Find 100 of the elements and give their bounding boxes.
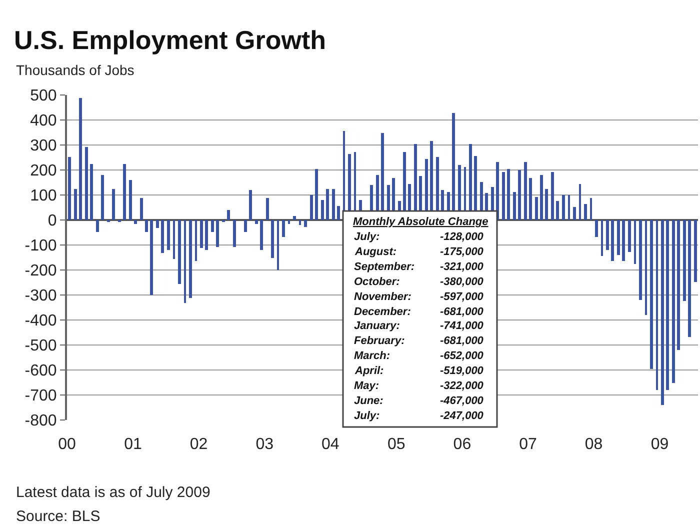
bar [233,220,236,247]
x-tick-label: 06 [453,436,472,453]
bar [216,220,219,247]
y-tick-label: 200 [30,162,57,180]
bar [85,147,88,220]
bar [277,220,279,270]
x-tick-label: 07 [519,436,537,453]
bar [601,220,603,256]
bar [150,220,153,295]
bar [227,210,230,220]
y-tick-label: 100 [30,188,57,205]
bar [271,220,274,258]
bar [672,220,675,383]
text: January: -741,000 [354,320,484,332]
bar [167,220,170,250]
bar [129,180,132,220]
bar [79,98,82,220]
bar [507,169,510,220]
bar [249,190,252,220]
bar [96,220,99,232]
bar [556,201,559,220]
bar [650,220,653,369]
y-tick-label: -600 [24,362,57,380]
x-tick-label: 01 [124,436,142,453]
text: October: -380,000 [354,276,484,288]
bar [173,220,175,259]
bar [211,220,214,232]
bar [562,195,565,220]
annotation: Monthly Absolute Change [353,216,488,228]
bar [205,220,208,250]
bar [255,220,258,224]
bar [634,220,636,264]
bar [134,220,137,224]
text: July: -247,000 [354,410,484,422]
x-tick-label: 04 [322,436,340,453]
y-tick-label: -100 [24,238,57,255]
bar [321,200,324,220]
text: May: -322,000 [354,380,484,392]
bar [200,220,203,248]
x-tick-label: 02 [190,436,208,453]
bar [677,220,680,350]
bar [524,162,527,220]
bar [545,189,548,220]
y-axis-title: Thousands of Jobs [16,62,134,78]
bar [628,220,631,252]
source-note: Source: BLS [16,508,100,525]
chart-title: U.S. Employment Growth [14,25,326,56]
bar [551,172,554,220]
bar [195,220,197,261]
x-tick-label: 00 [58,436,76,453]
text: December: -681,000 [354,306,484,318]
bar [244,220,247,232]
bar [310,195,313,220]
bar [299,220,301,225]
bar [606,220,609,250]
y-tick-label: 300 [30,138,57,155]
y-tick-label: -200 [24,262,57,280]
x-tick-label: 09 [650,436,669,453]
bar [694,220,697,282]
bar [74,189,77,220]
bar [260,220,263,250]
y-tick-label: -800 [24,412,57,430]
bar [513,192,516,220]
bar [529,178,532,220]
bar [282,220,285,237]
bar [688,220,691,337]
bar [315,169,318,220]
bar [112,189,115,220]
bar [656,220,658,390]
text: November: -597,000 [354,291,484,303]
bar [595,220,598,237]
text: March: -652,000 [354,350,484,362]
bar [156,220,159,228]
text: April: -519,000 [355,365,484,377]
text: July: -128,000 [354,231,484,243]
bar [584,204,587,220]
bar [326,189,329,220]
bar [140,198,143,220]
bar [189,220,192,298]
y-tick-label: 500 [30,88,57,105]
bar [518,170,521,220]
bar [161,220,164,253]
bar [304,220,307,227]
text: June: -467,000 [354,395,484,407]
x-tick-label: 08 [584,436,603,453]
bar [666,220,669,390]
bar [332,189,335,220]
y-tick-label: -300 [24,288,57,305]
text: August: -175,000 [355,246,484,258]
bar [293,216,296,220]
bar [178,220,181,284]
bar [184,220,186,303]
bar [288,220,290,224]
bar [683,220,686,301]
bar [622,220,625,261]
y-tick-label: -500 [24,338,57,355]
bar [90,164,93,220]
text: February: -681,000 [354,335,484,347]
bar [535,197,538,220]
bar [568,195,570,220]
